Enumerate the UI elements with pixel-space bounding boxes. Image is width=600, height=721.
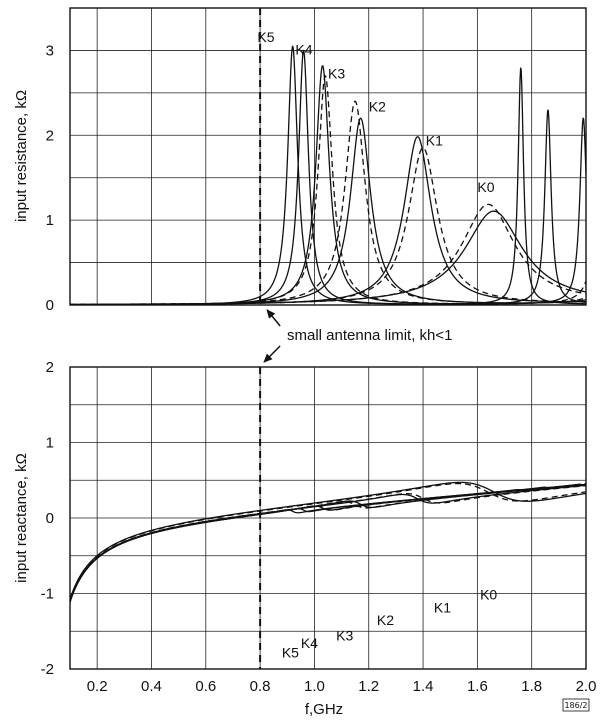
arrow-down (263, 345, 281, 363)
x-tick-label: 0.2 (87, 678, 108, 695)
x-tick-label: 1.0 (304, 678, 325, 695)
x-tick-labels: 0.2 0.4 0.6 0.8 1.0 1.2 1.4 1.6 1.8 2.0 (87, 678, 597, 695)
series-line (70, 485, 586, 602)
curve-label-k0: K0 (480, 587, 497, 603)
y-tick-label: 2 (46, 127, 54, 144)
series-line (70, 210, 586, 305)
curve-label-k5: K5 (282, 645, 299, 661)
x-tick-label: 2.0 (576, 678, 597, 695)
curve-label-k3: K3 (336, 627, 353, 643)
curve-label-k1: K1 (426, 132, 443, 148)
y-axis-label: input reactance, kΩ (13, 453, 30, 583)
series-line (70, 74, 586, 305)
y-tick-label: 0 (46, 297, 54, 314)
curve-label-k2: K2 (369, 99, 386, 115)
curves (70, 45, 586, 305)
curve-label-k0: K0 (477, 179, 494, 195)
x-axis-label: f,GHz (305, 701, 343, 718)
y-tick-labels: -2 -1 0 1 2 (41, 359, 54, 678)
small-antenna-limit: small antenna limit, kh<1 (259, 8, 453, 669)
plot-frame (69, 7, 587, 306)
grid (70, 8, 586, 305)
x-tick-label: 0.6 (195, 678, 216, 695)
arrow-up (266, 309, 281, 327)
figure-tag-box (562, 698, 590, 712)
x-tick-label: 1.6 (467, 678, 488, 695)
limit-label: small antenna limit, kh<1 (287, 327, 453, 344)
x-tick-label: 0.4 (141, 678, 162, 695)
curve-labels: K5 K4 K3 K2 K1 K0 (257, 29, 494, 195)
y-tick-label: -2 (41, 661, 54, 678)
y-tick-label: 1 (46, 435, 54, 452)
x-tick-label: 1.4 (413, 678, 434, 695)
series-line-k5 (70, 45, 586, 305)
curve-label-k3: K3 (328, 65, 345, 81)
y-tick-labels: 0 1 2 3 (46, 42, 54, 314)
series-line (70, 481, 586, 600)
input-resistance-panel: 0 1 2 3 K5 K4 K3 K2 K1 K0 input resistance, kΩ (13, 7, 587, 314)
x-tick-label: 1.8 (521, 678, 542, 695)
y-tick-label: 1 (46, 212, 54, 229)
curve-label-k4: K4 (295, 42, 312, 58)
y-tick-label: 0 (46, 510, 54, 527)
curve-label-k2: K2 (377, 612, 394, 628)
y-tick-label: 2 (46, 359, 54, 376)
input-reactance-panel: -2 -1 0 1 2 0.2 0.4 0.6 0.8 1.0 1.2 1.4 1.6 1.8 2.0 K… (13, 359, 596, 718)
series-line-k1 (70, 484, 586, 602)
y-tick-label: 3 (46, 42, 54, 59)
y-tick-label: -1 (41, 586, 54, 603)
figure-tag-text: 186/2 (564, 701, 587, 710)
series-line-k0 (70, 482, 586, 600)
x-tick-label: 0.8 (250, 678, 271, 695)
x-tick-label: 1.2 (358, 678, 379, 695)
curve-label-k5: K5 (257, 29, 274, 45)
series-line-k1 (70, 136, 586, 305)
y-axis-label: input resistance, kΩ (13, 90, 30, 222)
curves (70, 481, 586, 603)
curve-label-k4: K4 (301, 635, 318, 651)
grid (70, 367, 586, 669)
figure-tag: 186/2 (562, 698, 590, 712)
curve-label-k1: K1 (434, 599, 451, 615)
